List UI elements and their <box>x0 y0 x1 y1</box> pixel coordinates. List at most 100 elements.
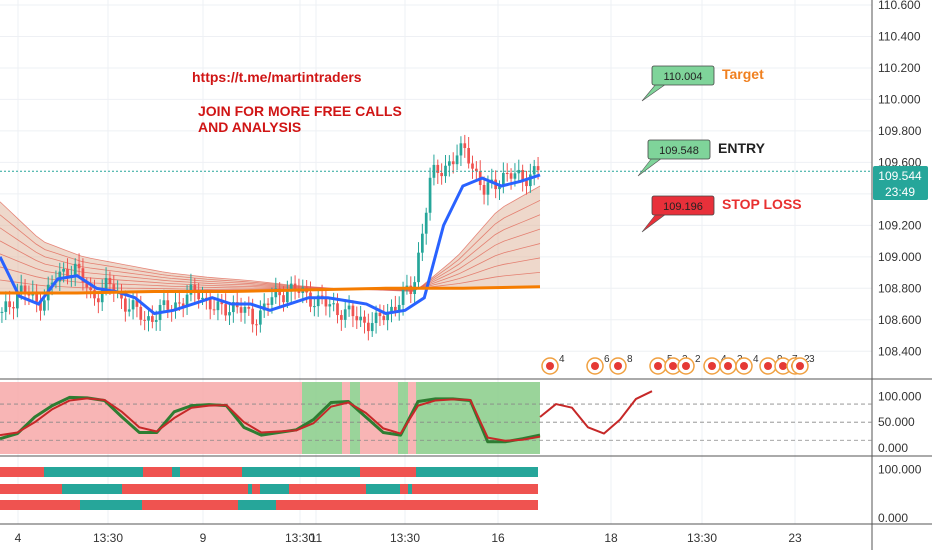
callout-value: 109.196 <box>663 201 703 213</box>
candle-body <box>363 316 366 323</box>
candle-body <box>66 268 69 278</box>
candle-body <box>228 312 231 316</box>
event-count: 4 <box>753 354 759 365</box>
candle-body <box>367 322 370 332</box>
candle-body <box>100 288 104 303</box>
event-dot <box>591 362 599 370</box>
candle-body <box>35 291 38 302</box>
candle-body <box>185 294 189 307</box>
candle-body <box>124 298 127 312</box>
candle-body <box>208 299 212 310</box>
vertical-gridlines <box>17 0 796 524</box>
candle-body <box>166 300 170 310</box>
candle-body <box>451 161 455 165</box>
event-count: 8 <box>627 354 633 365</box>
time-tick-label: 13:30 <box>285 531 315 545</box>
candle-body <box>189 284 193 295</box>
callout-pointer <box>641 83 667 102</box>
price-tick-label: 108.800 <box>878 281 922 295</box>
candle-body <box>239 307 243 313</box>
event-dot <box>796 362 804 370</box>
trend-segment <box>80 500 142 510</box>
candle-body <box>390 306 393 312</box>
current-price-badge: 109.544 23:49 <box>873 166 928 200</box>
candle-body <box>108 277 112 285</box>
event-count: 6 <box>604 354 610 365</box>
ema-slow-line <box>0 285 541 295</box>
ema-fast-line <box>0 173 541 316</box>
candle-body <box>212 309 216 311</box>
callout-stop-loss: 109.196 STOP LOSS <box>641 195 802 233</box>
time-tick-label: 13:30 <box>93 531 123 545</box>
stoch-zone <box>350 382 360 454</box>
candle-body <box>0 311 4 313</box>
candle-body <box>23 285 27 295</box>
stoch-d-line <box>0 397 541 442</box>
candle-body <box>336 303 339 316</box>
candle-body <box>178 302 181 304</box>
candle-body <box>521 169 524 181</box>
callout-label: STOP LOSS <box>722 196 802 212</box>
candle-body <box>270 297 274 305</box>
candle-body <box>340 315 343 320</box>
stoch-tick-label: 100.000 <box>878 389 922 403</box>
candle-body <box>378 312 382 317</box>
candle-body <box>8 301 11 308</box>
economic-event-badges[interactable]: 4685224349723 <box>541 354 815 375</box>
stoch-zone <box>408 382 416 454</box>
event-count: 3 <box>809 354 815 365</box>
candle-body <box>282 295 285 303</box>
candle-body <box>154 320 158 322</box>
trend-segment <box>180 467 242 477</box>
price-tick-label: 110.000 <box>878 92 921 106</box>
trend-segment <box>0 500 80 510</box>
candle-body <box>43 300 46 311</box>
stochastic-background-zones <box>0 382 540 454</box>
candle-body <box>409 285 413 295</box>
callout-label: ENTRY <box>718 140 766 156</box>
callout-value: 109.548 <box>659 145 699 157</box>
price-tick-label: 110.200 <box>878 61 921 75</box>
candle-body <box>428 177 432 213</box>
promo-line2: AND ANALYSIS <box>198 119 301 135</box>
stochastic-lines <box>0 390 653 444</box>
candle-body <box>247 306 251 309</box>
candle-body <box>440 172 443 177</box>
promo-link[interactable]: https://t.me/martintraders <box>192 69 362 85</box>
trend-segment <box>44 467 143 477</box>
candle-body <box>77 263 81 269</box>
candle-body <box>162 300 166 305</box>
candle-body <box>401 288 405 305</box>
callout-box <box>647 139 711 160</box>
candle-body <box>347 305 351 310</box>
event-dot <box>654 362 662 370</box>
candle-body <box>232 302 235 313</box>
stoch-tick-label: 0.000 <box>878 441 908 455</box>
candle-body <box>448 161 451 166</box>
candle-body <box>255 324 258 326</box>
candle-body <box>19 285 23 294</box>
trend-segment <box>252 484 260 494</box>
bar-countdown-label: 23:49 <box>885 185 915 199</box>
candle-body <box>370 323 374 332</box>
candle-body <box>459 143 463 156</box>
time-tick-label: 13:30 <box>687 531 717 545</box>
event-badge: 6 <box>586 354 610 375</box>
candle-body <box>12 307 15 309</box>
event-count: 2 <box>695 354 701 365</box>
price-tick-label: 110.400 <box>878 29 921 43</box>
trend-segment <box>360 467 416 477</box>
price-axis[interactable]: 110.600 110.400 110.200 110.000 109.800 109.6… <box>878 0 922 525</box>
price-tick-label: 109.200 <box>878 218 922 232</box>
trend-segment <box>289 484 366 494</box>
candle-body <box>89 287 92 291</box>
ribbon-line <box>0 243 541 291</box>
event-badge: 8 <box>609 354 633 375</box>
candle-body <box>197 292 200 300</box>
candle-body <box>397 304 401 312</box>
time-tick-label: 18 <box>604 531 618 545</box>
candle-body <box>417 252 420 283</box>
candle-body <box>181 303 185 307</box>
